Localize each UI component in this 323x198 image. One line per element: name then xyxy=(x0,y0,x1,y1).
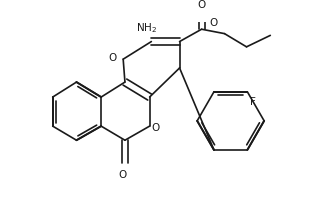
Text: O: O xyxy=(197,0,206,10)
Text: O: O xyxy=(108,53,116,63)
Text: O: O xyxy=(209,18,217,28)
Text: NH$_2$: NH$_2$ xyxy=(136,21,158,34)
Text: O: O xyxy=(118,170,126,180)
Text: O: O xyxy=(151,123,160,133)
Text: F: F xyxy=(250,97,256,107)
